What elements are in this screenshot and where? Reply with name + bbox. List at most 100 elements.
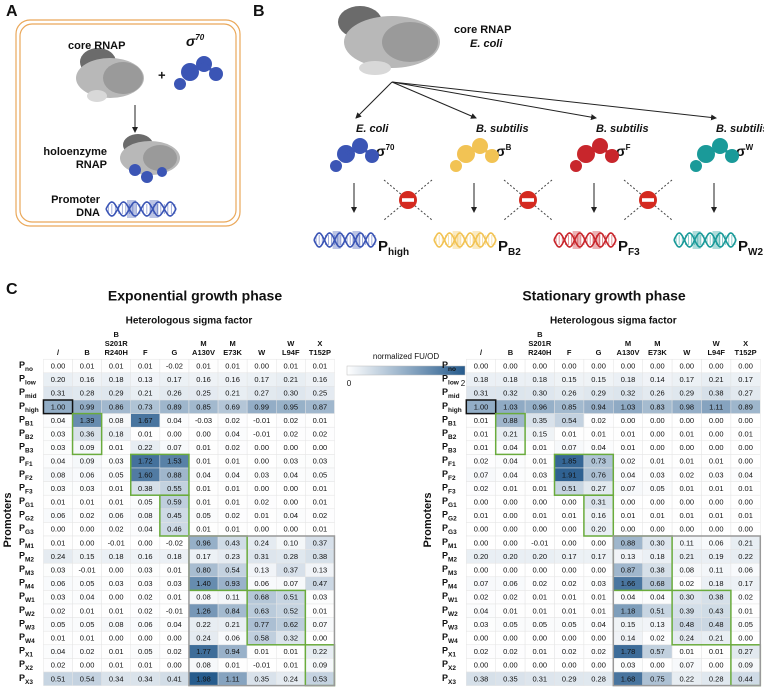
cell-value: 0.00	[167, 661, 182, 670]
cell-value: 0.00	[738, 633, 753, 642]
cell-value: 0.00	[679, 525, 694, 534]
blocked-path	[623, 179, 673, 221]
cell-value: 0.07	[621, 484, 636, 493]
row-label: Pno	[19, 360, 33, 373]
cell-value: 0.63	[254, 606, 269, 615]
cell-value: 0.00	[532, 633, 547, 642]
cell-value: 0.06	[80, 470, 95, 479]
cell-value: 0.35	[254, 674, 269, 683]
column-header: T152P	[309, 348, 331, 357]
text-main: P	[442, 374, 448, 384]
cell-value: 0.27	[591, 484, 606, 493]
cell-value: 0.02	[503, 647, 518, 656]
cell-value: 0.02	[138, 606, 153, 615]
highlight-box	[671, 589, 732, 646]
cell-value: 0.18	[621, 375, 636, 384]
cell-value: -0.01	[253, 661, 270, 670]
cell-value: 0.22	[138, 443, 153, 452]
panel-letter: C	[6, 281, 18, 298]
cell-value: 0.00	[679, 416, 694, 425]
cell-value: 0.03	[138, 565, 153, 574]
cell-value: 0.15	[532, 429, 547, 438]
cell-value: 0.01	[109, 647, 124, 656]
row-label: Phigh	[442, 401, 462, 414]
cell-value: 0.06	[51, 511, 66, 520]
column-header: A130V	[617, 348, 640, 357]
cell-value: 0.00	[503, 661, 518, 670]
cell-value: 0.04	[225, 470, 240, 479]
cell-value: 0.00	[738, 525, 753, 534]
text-sub: M3	[448, 570, 457, 577]
sigma-icon	[690, 138, 739, 172]
promoter-label: PW2	[738, 238, 763, 258]
axis-label: Promoters	[2, 492, 14, 547]
blocked-path	[383, 179, 433, 221]
inhibit-bar	[642, 198, 654, 202]
cell-value: 0.62	[283, 620, 298, 629]
cell-value: 0.47	[313, 579, 328, 588]
text-sub: F1	[25, 461, 33, 468]
text-sub: high	[25, 407, 39, 414]
cell-value: 0.00	[196, 429, 211, 438]
core-rnap-icon	[338, 6, 440, 75]
column-header: E73K	[223, 348, 242, 357]
text-sub: F2	[25, 475, 33, 482]
cell-value: 0.00	[138, 633, 153, 642]
cell-value: 0.01	[313, 484, 328, 493]
row-label: Plow	[19, 374, 37, 387]
colorbar-tick: 2	[461, 379, 466, 388]
text-main: P	[442, 496, 448, 506]
cell-value: 0.99	[254, 402, 269, 411]
cell-value: 0.77	[254, 620, 269, 629]
text-sub: G1	[448, 502, 457, 509]
cell-value: 0.02	[225, 443, 240, 452]
cell-value: 0.31	[532, 674, 547, 683]
cell-value: 0.84	[225, 606, 240, 615]
cell-value: 0.87	[621, 565, 636, 574]
text-main: P	[498, 238, 508, 255]
cell-value: 0.00	[679, 361, 694, 370]
row-label: PM1	[19, 537, 34, 550]
row-label: PB1	[19, 415, 34, 428]
cell-value: 0.02	[283, 429, 298, 438]
text-main: P	[442, 401, 448, 411]
cell-value: 0.18	[532, 375, 547, 384]
cell-value: 0.00	[80, 538, 95, 547]
cell-value: 0.03	[109, 457, 124, 466]
row-label: PG2	[19, 510, 34, 523]
column-header: B	[508, 348, 514, 357]
cell-value: 0.01	[167, 593, 182, 602]
dna-icon	[553, 231, 617, 249]
row-label: PM1	[442, 537, 457, 550]
cell-value: 0.73	[591, 457, 606, 466]
cell-value: 0.02	[254, 497, 269, 506]
text-sub: W2	[448, 611, 458, 618]
cell-value: 0.16	[591, 511, 606, 520]
cell-value: 0.05	[532, 620, 547, 629]
cell-value: 0.04	[503, 470, 518, 479]
cell-value: 0.00	[283, 443, 298, 452]
holoenzyme-icon	[120, 134, 180, 183]
cell-value: 0.02	[474, 457, 489, 466]
text-main: P	[19, 619, 25, 629]
column-header: R240H	[105, 348, 128, 357]
row-label: PG2	[442, 510, 457, 523]
label: Promoter	[51, 194, 101, 206]
cell-value: 0.09	[80, 457, 95, 466]
text-main: P	[19, 510, 25, 520]
cell-value: 0.01	[225, 525, 240, 534]
cell-value: 0.00	[738, 497, 753, 506]
cell-value: 0.00	[738, 443, 753, 452]
cell-value: 0.21	[283, 375, 298, 384]
cell-value: 0.89	[167, 402, 182, 411]
text-sup: W	[746, 143, 754, 152]
text-sub: low	[25, 380, 37, 387]
cell-value: 0.32	[503, 389, 518, 398]
cell-value: 0.02	[474, 484, 489, 493]
row-label: Plow	[442, 374, 460, 387]
cell-value: 0.01	[225, 661, 240, 670]
label: E. coli	[470, 38, 503, 50]
cell-value: 0.18	[474, 375, 489, 384]
cell-value: 0.15	[621, 620, 636, 629]
cell-value: 0.03	[709, 470, 724, 479]
